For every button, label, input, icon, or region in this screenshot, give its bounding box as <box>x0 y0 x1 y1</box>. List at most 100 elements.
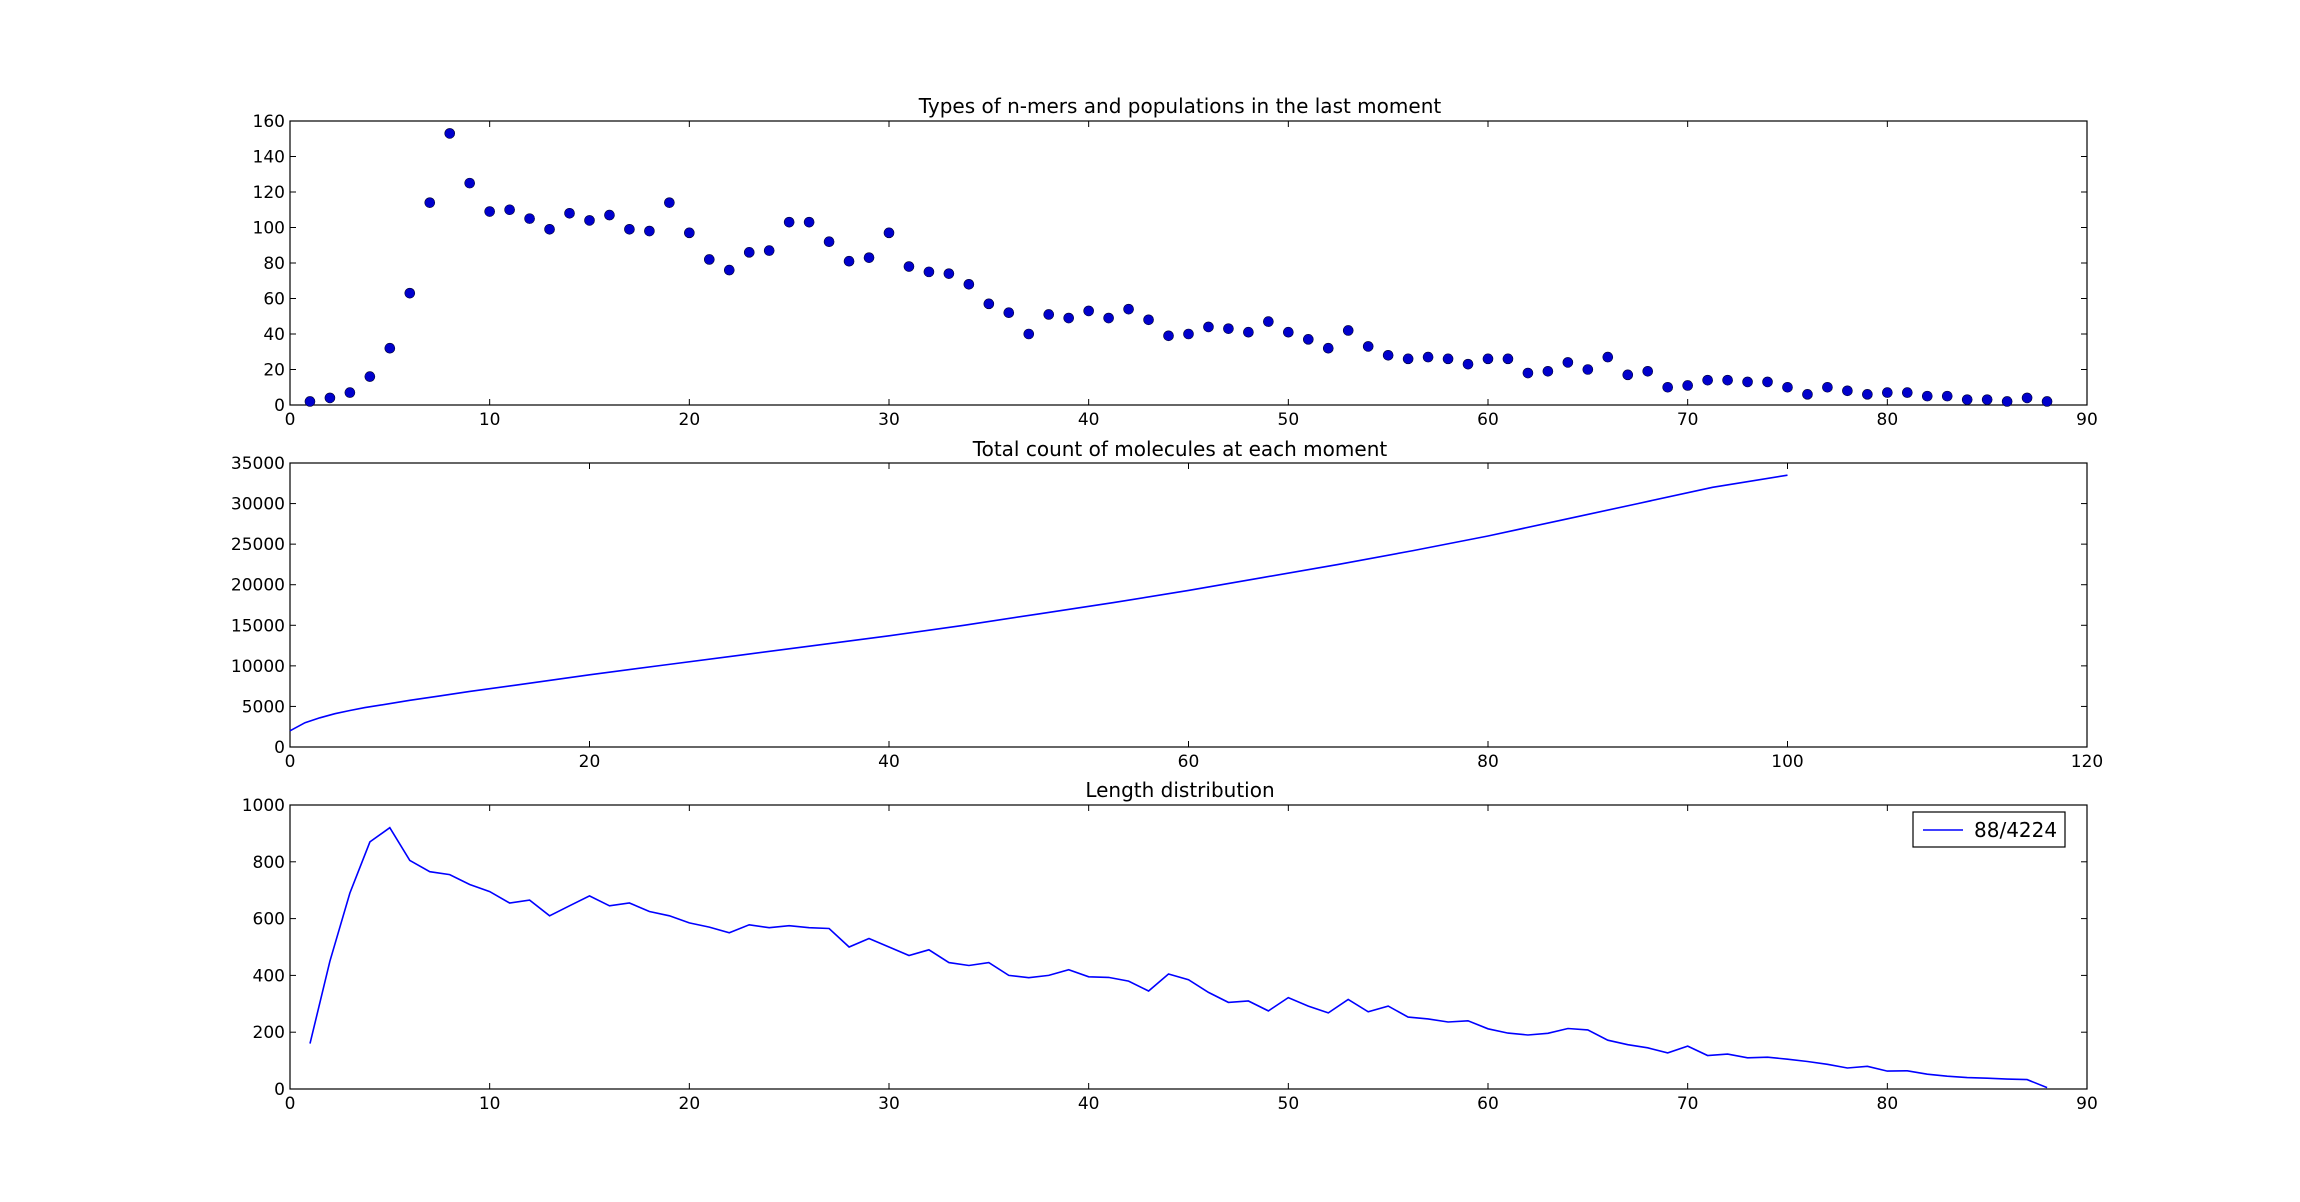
data-point <box>1981 394 1993 405</box>
data-point <box>1722 374 1733 386</box>
data-point <box>803 216 815 228</box>
x-tick-label: 100 <box>1771 752 1803 772</box>
y-tick-label: 400 <box>253 966 285 986</box>
data-point <box>1622 369 1634 381</box>
data-point <box>1921 390 1933 402</box>
data-point <box>1862 389 1873 400</box>
y-tick-label: 10000 <box>231 657 285 677</box>
data-point <box>1143 314 1154 326</box>
data-point <box>1362 341 1374 352</box>
data-point <box>564 208 575 219</box>
data-point <box>1522 367 1534 379</box>
data-point <box>444 128 456 139</box>
data-point <box>963 278 975 290</box>
data-point <box>484 206 495 217</box>
x-tick-label: 90 <box>2076 1094 2098 1114</box>
data-point <box>304 396 316 407</box>
y-tick-label: 0 <box>274 396 285 416</box>
plot-n-mers: 0 10 20 30 40 50 60 70 80 90 0 20 40 60 80 100 120 140 160 <box>253 112 2098 430</box>
data-point <box>1442 353 1454 365</box>
data-point <box>364 371 376 382</box>
data-point <box>504 204 515 216</box>
data-point <box>1123 303 1134 315</box>
x-tick-label: 70 <box>1677 1094 1699 1114</box>
data-point <box>1043 309 1055 320</box>
x-tick-label: 120 <box>2071 752 2103 772</box>
y-tick-label: 20 <box>263 361 285 381</box>
y-tick-label: 5000 <box>242 697 285 717</box>
data-point <box>1802 389 1813 400</box>
data-point <box>1902 387 1913 398</box>
data-point <box>1941 390 1953 402</box>
data-point <box>703 254 715 265</box>
series-line <box>289 474 1788 732</box>
data-point <box>1243 326 1254 338</box>
data-point <box>404 287 416 299</box>
data-point <box>983 298 995 310</box>
chart-title-n-mers: Types of n-mers and populations in the l… <box>918 94 1442 118</box>
x-tick-label: 30 <box>878 1094 900 1114</box>
data-point <box>1582 364 1594 375</box>
data-point <box>464 177 476 189</box>
data-point <box>1462 358 1474 370</box>
y-tick-label: 60 <box>263 290 285 310</box>
data-point <box>624 223 635 235</box>
y-tick-label: 100 <box>253 219 285 239</box>
panel-n-mers: Types of n-mers and populations in the l… <box>253 94 2098 430</box>
data-point <box>743 247 755 258</box>
y-tick-label: 20000 <box>231 576 285 596</box>
data-point <box>1562 357 1574 368</box>
data-point <box>1682 380 1693 391</box>
data-point <box>1283 326 1294 338</box>
y-tick-label: 40 <box>263 325 285 345</box>
data-point <box>1502 353 1514 365</box>
x-tick-label: 60 <box>1477 1094 1499 1114</box>
y-tick-label: 35000 <box>231 454 285 474</box>
y-tick-label: 160 <box>253 112 285 132</box>
data-point <box>763 245 775 256</box>
data-point <box>1223 323 1234 334</box>
data-point <box>1482 353 1494 365</box>
y-tick-label: 15000 <box>231 616 285 636</box>
x-tick-label: 80 <box>1477 752 1499 772</box>
x-tick-label: 40 <box>1078 410 1100 430</box>
data-point <box>644 225 655 237</box>
data-point <box>2021 392 2033 404</box>
x-tick-label: 70 <box>1677 410 1699 430</box>
data-point <box>723 264 735 276</box>
legend: 88/4224 <box>1912 811 2066 848</box>
y-tick-label: 140 <box>253 148 285 168</box>
data-point <box>1402 353 1414 365</box>
x-tick-label: 20 <box>579 752 601 772</box>
data-point <box>903 261 915 272</box>
y-tick-label: 800 <box>253 853 285 873</box>
data-point <box>923 266 935 278</box>
x-tick-label: 0 <box>285 410 296 430</box>
data-point <box>1961 394 1973 405</box>
data-point <box>843 255 855 267</box>
data-point <box>1602 351 1614 363</box>
data-point <box>1762 376 1773 388</box>
data-point <box>1342 325 1354 336</box>
chart-title-total-count: Total count of molecules at each moment <box>972 437 1388 461</box>
x-tick-label: 50 <box>1278 410 1300 430</box>
data-point <box>1822 381 1833 393</box>
data-point <box>1382 349 1394 361</box>
data-point <box>1023 328 1035 340</box>
data-point <box>384 342 396 354</box>
y-tick-label: 1000 <box>242 796 285 816</box>
data-point <box>684 227 695 239</box>
panel-total-count: Total count of molecules at each moment … <box>231 437 2103 772</box>
x-tick-label: 80 <box>1877 410 1899 430</box>
data-point <box>544 223 555 235</box>
x-tick-label: 90 <box>2076 410 2098 430</box>
data-point <box>1742 376 1753 388</box>
data-point <box>1322 342 1334 354</box>
data-point <box>664 197 675 208</box>
data-point <box>2041 396 2053 407</box>
x-tick-label: 20 <box>679 410 701 430</box>
y-tick-label: 0 <box>274 738 285 758</box>
x-tick-label: 40 <box>878 752 900 772</box>
